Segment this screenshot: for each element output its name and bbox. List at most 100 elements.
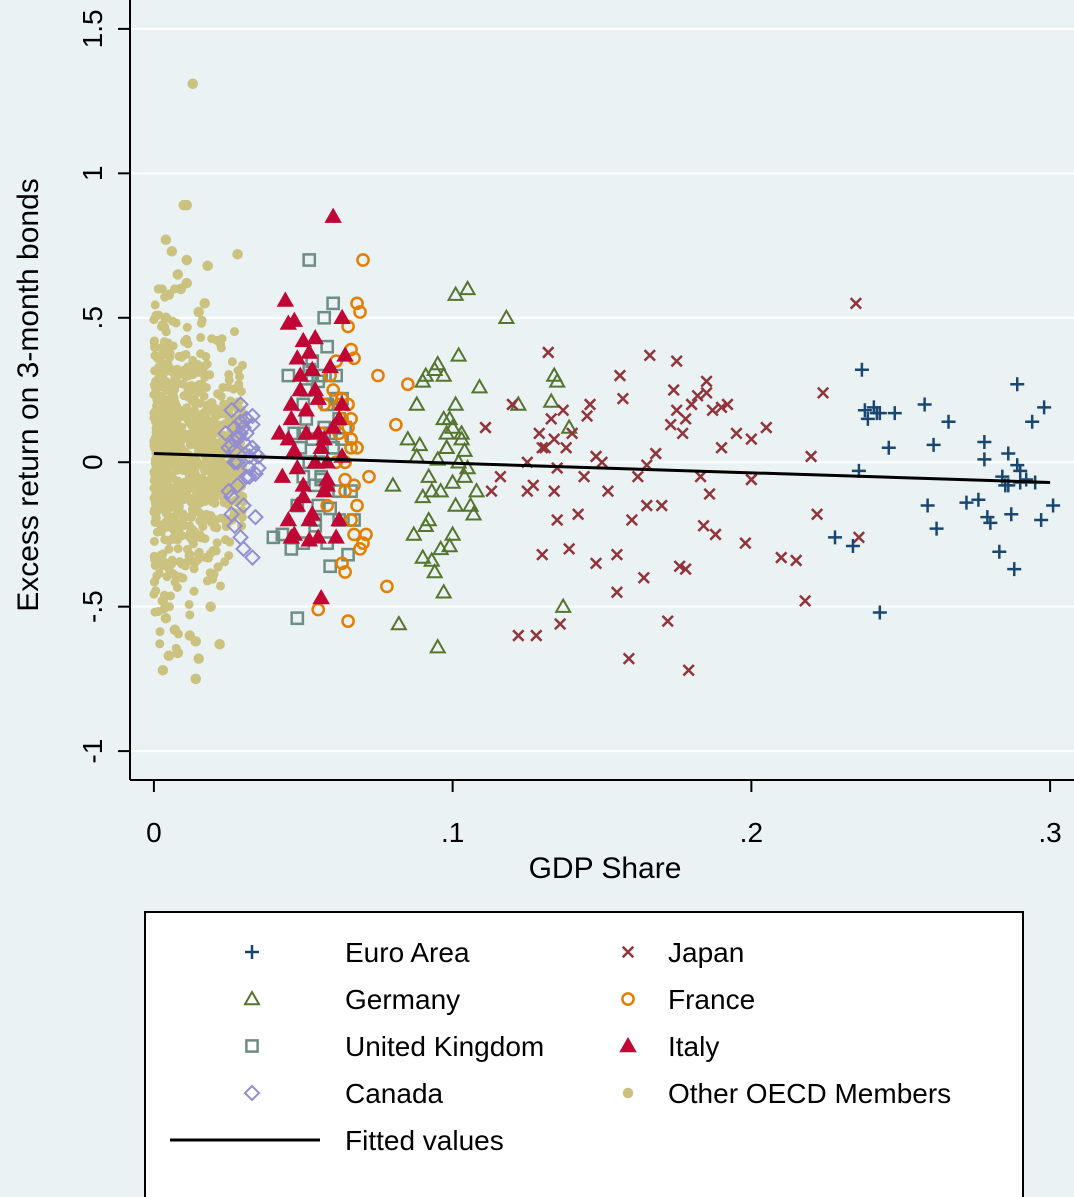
data-point (545, 366, 563, 382)
data-point (149, 577, 159, 587)
data-point (213, 562, 223, 572)
data-point (320, 498, 335, 513)
data-point (152, 527, 162, 537)
data-point (206, 517, 216, 527)
data-point (270, 424, 289, 440)
data-point (182, 458, 192, 468)
data-point (542, 346, 555, 359)
legend-label: Germany (345, 984, 460, 1015)
data-point (166, 591, 176, 601)
data-point (229, 327, 239, 337)
data-point (279, 510, 298, 527)
data-point (1004, 507, 1019, 522)
data-point (285, 311, 304, 327)
data-point (464, 505, 483, 521)
data-point (455, 441, 474, 457)
data-point (199, 368, 209, 378)
data-point (205, 601, 216, 612)
data-point (389, 417, 403, 432)
data-point (643, 349, 656, 362)
data-point (425, 562, 444, 579)
data-point (554, 597, 572, 613)
data-point (353, 305, 367, 319)
data-point (1001, 446, 1016, 461)
data-point (185, 528, 195, 538)
data-point (250, 459, 267, 477)
data-point (155, 639, 165, 649)
data-point (175, 283, 187, 295)
data-point (163, 466, 173, 476)
data-point (887, 406, 902, 421)
x-tick-label: 0 (146, 817, 162, 848)
y-axis-title: Excess return on 3-month bonds (12, 178, 45, 612)
fitted-line-group (153, 452, 1051, 484)
data-point (232, 413, 249, 431)
data-point (291, 366, 310, 382)
data-point (223, 488, 240, 506)
data-point (188, 431, 198, 441)
data-point (565, 427, 579, 440)
data-point (417, 516, 435, 533)
data-point (434, 366, 453, 382)
data-point (1019, 472, 1034, 487)
data-point (149, 551, 159, 561)
data-point (1037, 400, 1052, 415)
legend: Euro Area Japan Germany France United Kingdo… (144, 911, 1024, 1197)
data-point (194, 380, 204, 390)
data-point (670, 404, 683, 417)
data-point (205, 549, 215, 559)
data-point (760, 421, 773, 434)
data-point (452, 430, 471, 446)
data-point (560, 441, 573, 454)
data-point (312, 438, 330, 455)
data-point (917, 397, 932, 412)
data-point (414, 487, 432, 504)
data-point (247, 465, 264, 483)
legend-label: Japan (668, 937, 744, 968)
data-point (700, 375, 713, 388)
data-point (232, 248, 243, 260)
data-point (715, 401, 728, 414)
data-point (220, 557, 230, 567)
x-tick-label: .3 (1038, 817, 1061, 848)
data-point (185, 494, 195, 504)
data-point (730, 427, 743, 440)
data-point (631, 470, 644, 483)
y-tick-label: -1 (77, 739, 108, 764)
data-point (163, 650, 175, 662)
data-point (983, 515, 998, 530)
data-point (347, 527, 361, 542)
data-point (852, 531, 866, 544)
data-point (335, 556, 349, 571)
data-point (227, 357, 237, 367)
data-point (160, 612, 172, 624)
data-point (455, 467, 474, 483)
data-point (739, 536, 752, 550)
legend-marker (619, 1036, 637, 1053)
data-point (497, 308, 516, 325)
data-point (235, 372, 245, 382)
data-point (539, 441, 552, 454)
data-point (200, 534, 210, 544)
data-point (312, 588, 330, 605)
data-point (160, 535, 170, 545)
data-point (162, 435, 172, 445)
legend-item-canada: Canada (243, 1078, 444, 1109)
legend-marker (621, 992, 635, 1006)
data-point (330, 510, 348, 527)
x-tick-label: .2 (740, 817, 763, 848)
data-point (199, 298, 210, 309)
data-point (189, 440, 199, 450)
data-point (721, 398, 734, 411)
data-point (202, 260, 213, 272)
data-point (411, 435, 429, 452)
data-point (640, 499, 653, 512)
data-point (941, 414, 956, 429)
data-point (163, 289, 175, 300)
data-point (182, 322, 192, 332)
data-point (1046, 498, 1061, 513)
x-tick-label: .1 (441, 817, 464, 848)
data-point (297, 424, 315, 440)
data-point (190, 636, 201, 647)
data-point (178, 351, 188, 361)
